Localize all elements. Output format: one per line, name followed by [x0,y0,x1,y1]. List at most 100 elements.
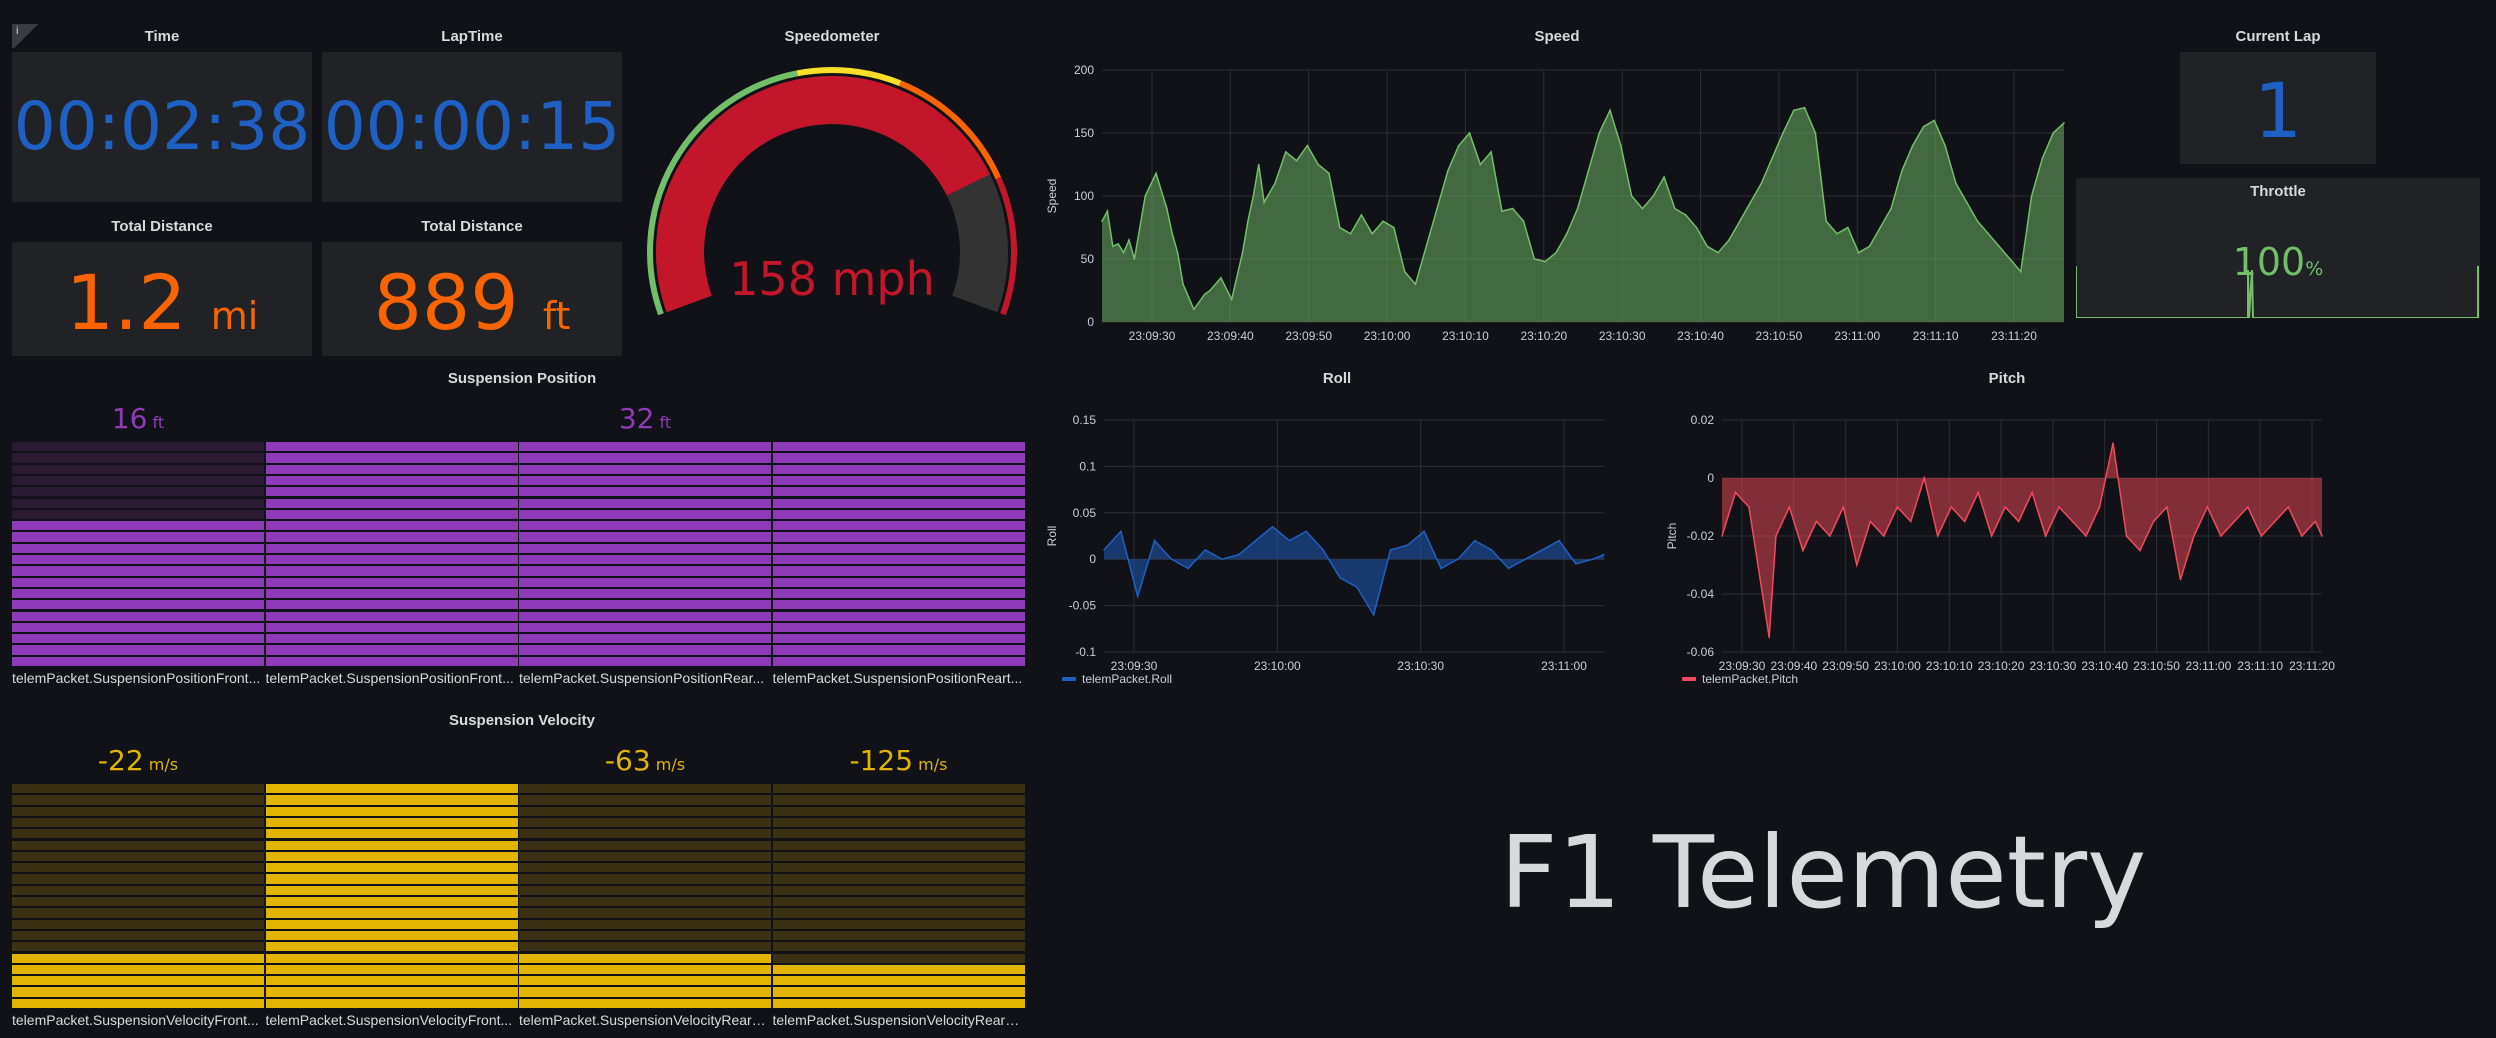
suspension-bar-segment [519,897,771,907]
suspension-bar-segment [772,611,1025,621]
data-point [1522,220,1525,222]
suspension-bar-segment [519,645,771,655]
data-point [2058,506,2060,508]
data-point [1955,182,1957,185]
suspension-position-panel: Suspension Position 16 ft telemPacket.Sus… [12,366,1032,696]
pitch-svg-area [1722,443,2322,638]
data-point [1153,539,1156,542]
suspension-bar-segment [12,919,264,929]
suspension-bar-segment [519,475,771,486]
roll-chart-panel: Roll -0.1 -0.05 0 0.05 0.1 0.15 23:09:30 23:10:… [1042,366,1632,696]
data-point [1976,220,1979,222]
data-point [1382,220,1384,222]
suspension-bar-segment [265,919,518,929]
data-point [1425,245,1428,248]
data-point [2274,520,2276,523]
suspension-bar-segment [265,863,518,873]
gauge-threshold-orange [899,80,1002,180]
suspension-bar-label: telemPacket.SuspensionPositionReart... [772,670,1023,686]
data-point [1490,151,1492,153]
suspension-bar-segment [772,464,1025,474]
data-point [1721,535,1723,537]
time-panel: Time 00:02:38 [12,24,312,204]
data-point [1842,506,1845,508]
gauge-threshold-red [995,176,1017,316]
suspension-bar-segment [519,453,771,463]
throttle-panel: Throttle 100% [2076,178,2480,320]
suspension-bar-segment [12,634,264,644]
distance-mi-title: Total Distance [111,218,213,235]
data-point [1533,258,1536,260]
laptime-value: 00:00:15 [323,88,621,165]
throttle-statbox: Throttle 100% [2076,178,2480,318]
suspension-bar-segment [772,942,1025,952]
suspension-bar-segment [519,987,771,997]
distance-mi-statbox: 1.2 mi [12,242,312,356]
data-point [1717,251,1719,254]
suspension-bar-segment [519,532,771,542]
data-point [1944,144,1946,147]
suspension-bar-column: telemPacket.SuspensionVelocityFront... [265,744,518,1038]
y-tick-label: -0.06 [1687,645,1715,659]
suspension-bar-segment [772,874,1025,884]
data-point [1356,586,1358,588]
x-tick-label: 23:09:50 [1822,659,1869,673]
data-point [1204,549,1206,551]
data-point [1641,207,1644,210]
data-point [1792,109,1795,112]
suspension-bar-label: telemPacket.SuspensionVelocityRearR... [772,1012,1025,1028]
pitch-legend[interactable]: telemPacket.Pitch [1682,672,1798,686]
data-point [1171,233,1174,235]
suspension-bar-segment [772,656,1025,666]
data-point [1252,195,1255,197]
current-lap-statbox: 1 [2180,52,2376,164]
data-point [1106,210,1109,212]
throttle-unit: % [2305,258,2324,280]
x-tick-label: 23:10:50 [1756,329,1803,343]
suspension-bar-segment [265,784,518,794]
x-tick-label: 23:10:00 [1364,329,1411,343]
roll-legend[interactable]: telemPacket.Roll [1062,672,1172,686]
suspension-bar-unit: ft [654,413,672,432]
data-point [1436,207,1438,210]
y-tick-label: 200 [1074,63,1094,77]
suspension-bar-segment [12,645,264,655]
suspension-bar-segment [265,645,518,655]
data-point [2085,535,2087,537]
data-point [1748,506,1750,508]
current-lap-title: Current Lap [2235,28,2321,45]
data-point [1965,201,1968,204]
data-point [1238,553,1240,556]
laptime-panel: LapTime 00:00:15 [322,24,622,204]
suspension-bar-label: telemPacket.SuspensionVelocityFront... [12,1012,259,1028]
x-tick-label: 23:10:00 [1254,659,1301,673]
suspension-bar-segment [12,953,264,963]
suspension-bar-segment [772,487,1025,497]
suspension-bar-segment [12,840,264,850]
data-point [2166,506,2168,508]
y-tick-label: -0.1 [1075,645,1096,659]
x-tick-label: 23:10:40 [1677,329,1724,343]
suspension-bar-segment [12,795,264,805]
throttle-number: 100 [2232,240,2306,284]
data-point [1511,207,1514,210]
data-point [1136,595,1139,598]
data-point [1768,636,1770,639]
suspension-bar-segment [265,600,518,610]
info-icon[interactable]: i [12,24,40,48]
data-point [1117,243,1120,245]
data-point [1836,233,1838,235]
suspension-bar-segment [12,885,264,895]
speed-chart-panel: Speed 0 50 100 150 200 23:09:30 23:09:40 23:09:… [1042,24,2072,354]
suspension-bar-segment [265,953,518,963]
data-point [2004,506,2006,508]
data-point [1771,157,1773,159]
suspension-bar-segment [772,863,1025,873]
data-point [1328,172,1330,175]
y-tick-label: 0.02 [1691,413,1715,427]
data-point [1403,270,1406,273]
data-point [1977,491,1979,494]
data-point [1558,539,1560,542]
suspension-bar-segment [519,487,771,497]
data-point [1856,564,1858,566]
